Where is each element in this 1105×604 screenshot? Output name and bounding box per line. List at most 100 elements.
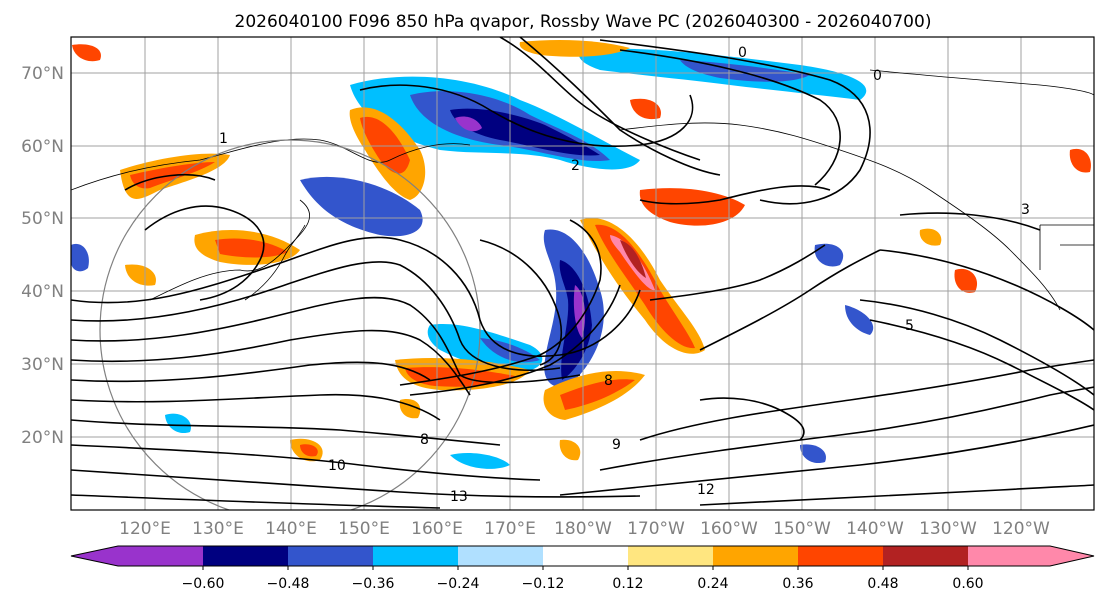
contour-line bbox=[71, 494, 441, 509]
lat-label: 60°N bbox=[21, 137, 64, 157]
purple-field-north-pacific bbox=[455, 116, 482, 132]
orange-field-arctic bbox=[519, 40, 630, 57]
orange-patch-china bbox=[125, 264, 156, 286]
blue-patch-south bbox=[450, 453, 510, 469]
darkred-field-ridge bbox=[620, 240, 646, 278]
lon-label: 170°E bbox=[484, 519, 536, 539]
colorbar-tick-label: −0.12 bbox=[522, 576, 565, 592]
colorbar-bin bbox=[883, 546, 968, 566]
blue-patch-west bbox=[71, 243, 89, 272]
contour-line bbox=[71, 419, 501, 446]
contour-label: 13 bbox=[450, 489, 468, 505]
contour-line bbox=[649, 244, 826, 301]
orange-patch-south-central bbox=[559, 439, 581, 461]
colorbar-tick-label: −0.36 bbox=[352, 576, 395, 592]
contour-line bbox=[699, 397, 805, 441]
colorbar-bin bbox=[288, 546, 373, 566]
lat-label: 50°N bbox=[21, 209, 64, 229]
contour-line bbox=[619, 49, 841, 186]
contour-line bbox=[71, 329, 471, 396]
blue-patch-southwest bbox=[165, 413, 191, 434]
contour-lines bbox=[71, 37, 1094, 509]
red-patch-southwest bbox=[300, 444, 318, 457]
negative-anomaly-fields bbox=[71, 48, 874, 469]
contour-line bbox=[869, 319, 1094, 411]
figure-title: 2026040100 F096 850 hPa qvapor, Rossby W… bbox=[235, 12, 932, 32]
longitude-labels: 120°E 130°E 140°E 150°E 160°E 170°E 180°… bbox=[119, 519, 1050, 539]
lat-label: 70°N bbox=[21, 64, 64, 84]
blue-patch-northeast bbox=[814, 243, 844, 267]
colorbar-bin bbox=[798, 546, 883, 566]
contour-label: 1 bbox=[219, 131, 228, 147]
red-patch-east bbox=[954, 268, 978, 293]
contour-line bbox=[479, 239, 562, 366]
coastline-north-america bbox=[619, 122, 1061, 311]
contour-line bbox=[699, 249, 881, 351]
colorbar-bin bbox=[968, 546, 1050, 566]
contour-line bbox=[639, 359, 1094, 441]
lon-label: 150°E bbox=[338, 519, 390, 539]
red-field-ridge bbox=[595, 224, 695, 349]
colorbar-ticks bbox=[202, 566, 969, 570]
red-patch-northeast bbox=[1069, 148, 1091, 173]
lat-label: 30°N bbox=[21, 355, 64, 375]
blue-patch-southeast bbox=[800, 444, 826, 464]
red-field-japan bbox=[215, 238, 288, 258]
contour-line bbox=[899, 212, 1041, 231]
colorbar-tick-label: −0.60 bbox=[182, 576, 225, 592]
coastlines bbox=[71, 69, 1094, 311]
contour-line bbox=[71, 393, 441, 421]
red-field-gulf bbox=[639, 188, 745, 226]
blue-field-kamchatka bbox=[300, 176, 423, 237]
lon-label: 160°E bbox=[411, 519, 463, 539]
coastline-japan bbox=[244, 224, 306, 301]
colorbar-bin bbox=[373, 546, 458, 566]
contour-line bbox=[559, 424, 1094, 496]
colorbar-tick-label: 0.60 bbox=[952, 576, 983, 592]
lat-label: 20°N bbox=[21, 428, 64, 448]
colorbar-bin bbox=[458, 546, 543, 566]
contour-label: 0 bbox=[738, 45, 747, 61]
lon-label: 160°W bbox=[700, 519, 758, 539]
lon-label: 170°W bbox=[627, 519, 685, 539]
colorbar-bin bbox=[628, 546, 713, 566]
contour-line bbox=[879, 249, 1094, 331]
reference-circle bbox=[99, 139, 481, 510]
navy-field-north-pacific bbox=[450, 108, 600, 156]
contour-labels: 0 0 1 2 3 5 8 8 9 10 13 12 bbox=[219, 45, 1030, 505]
contour-line bbox=[499, 37, 701, 161]
colorbar-bin bbox=[118, 546, 203, 566]
contour-line bbox=[71, 444, 541, 481]
contour-label: 10 bbox=[328, 458, 346, 474]
colorbar-bin bbox=[543, 546, 628, 566]
blue-patch-east bbox=[845, 305, 874, 335]
contour-line bbox=[639, 185, 831, 205]
red-field-okhotsk bbox=[360, 116, 410, 174]
lon-label: 150°W bbox=[773, 519, 831, 539]
coastline-arctic bbox=[869, 69, 1094, 96]
colorbar-tick-label: 0.48 bbox=[867, 576, 898, 592]
lon-label: 140°W bbox=[846, 519, 904, 539]
colorbar-tick-label: 0.24 bbox=[697, 576, 728, 592]
orange-patch-east bbox=[919, 228, 942, 246]
colorbar-outline bbox=[70, 545, 1095, 567]
lon-label: 140°E bbox=[265, 519, 317, 539]
contour-line bbox=[359, 84, 694, 148]
lon-label: 120°E bbox=[119, 519, 171, 539]
contour-line bbox=[71, 236, 641, 358]
contour-label: 3 bbox=[1021, 202, 1030, 218]
lon-label: 180°W bbox=[554, 519, 612, 539]
red-field-subtropical-central bbox=[560, 379, 635, 410]
coastline-asia-east bbox=[149, 199, 311, 301]
lon-label: 120°W bbox=[992, 519, 1050, 539]
contour-label: 9 bbox=[612, 437, 621, 453]
contour-label: 8 bbox=[604, 373, 613, 389]
colorbar-tick-label: 0.12 bbox=[612, 576, 643, 592]
contour-line bbox=[399, 219, 602, 386]
map-content: 0 0 1 2 3 5 8 8 9 10 13 12 bbox=[71, 37, 1094, 510]
contour-label: 8 bbox=[420, 432, 429, 448]
colorbar-tick-label: −0.48 bbox=[267, 576, 310, 592]
contour-label: 12 bbox=[697, 482, 715, 498]
colorbar-tick-label: 0.36 bbox=[782, 576, 813, 592]
